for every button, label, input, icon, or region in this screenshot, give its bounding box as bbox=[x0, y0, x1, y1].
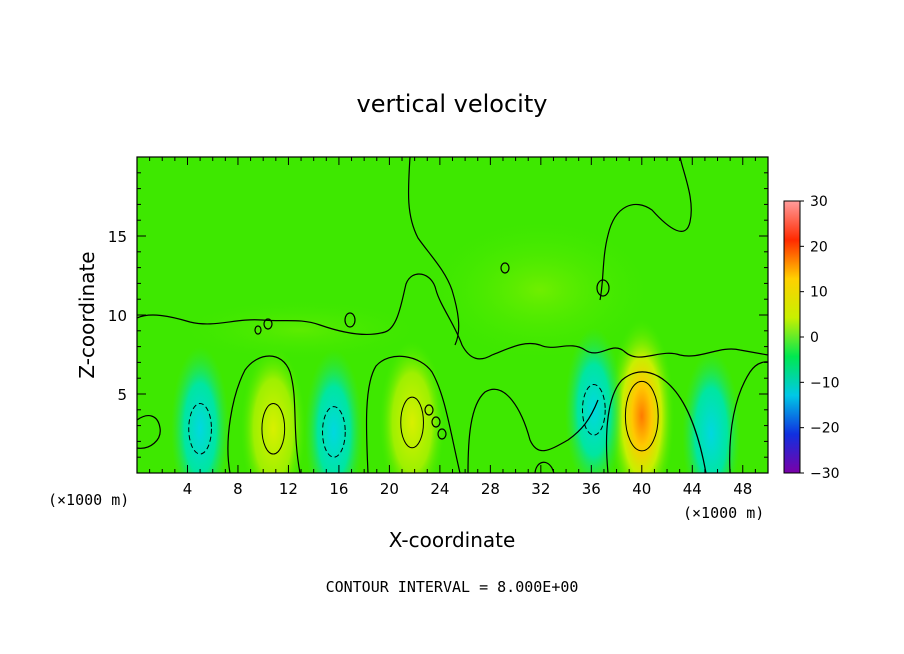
zero-contour bbox=[137, 273, 768, 360]
zero-contour-loop bbox=[431, 416, 441, 428]
colorbar-tick-label: −30 bbox=[810, 466, 840, 482]
chart-title: vertical velocity bbox=[357, 90, 548, 118]
downdraft-core bbox=[304, 349, 363, 473]
zero-contour-loop bbox=[263, 318, 273, 330]
y-tick-label: 15 bbox=[108, 228, 127, 246]
positive-contour bbox=[400, 396, 424, 449]
zero-contour-loop bbox=[500, 262, 510, 274]
zero-contour bbox=[467, 388, 599, 473]
zero-contour bbox=[227, 355, 301, 473]
y-tick-label: 5 bbox=[117, 386, 127, 404]
downdraft-core bbox=[171, 346, 230, 473]
x-tick-label: 16 bbox=[329, 480, 348, 498]
zero-contour bbox=[605, 371, 707, 473]
upper-field-band bbox=[180, 300, 420, 360]
negative-contour bbox=[322, 406, 346, 458]
negative-contour bbox=[188, 402, 212, 455]
x-tick-label: 8 bbox=[233, 480, 243, 498]
x-tick-label: 36 bbox=[582, 480, 601, 498]
x-unit-label-left: (×1000 m) bbox=[48, 491, 129, 509]
updraft-core bbox=[379, 340, 445, 473]
color-field bbox=[171, 220, 741, 473]
colorbar: 30 20 10 0 −10 −20 −30 bbox=[783, 194, 840, 482]
contour-lines bbox=[137, 157, 768, 473]
x-unit-label-right: (×1000 m) bbox=[683, 504, 764, 522]
zero-contour bbox=[599, 157, 692, 301]
zero-contour-loop bbox=[437, 428, 447, 440]
x-axis: 4 8 12 16 20 24 28 32 36 40 44 48 bbox=[149, 157, 756, 498]
x-tick-label: 32 bbox=[531, 480, 550, 498]
zero-contour-loop bbox=[596, 279, 610, 297]
updraft-core bbox=[608, 318, 675, 473]
y-axis-label: Z-coordinate bbox=[75, 251, 99, 378]
x-tick-label: 12 bbox=[279, 480, 298, 498]
x-tick-label: 20 bbox=[380, 480, 399, 498]
y-tick-label: 10 bbox=[108, 307, 127, 325]
positive-contour bbox=[624, 380, 659, 452]
colorbar-tick-label: 10 bbox=[810, 285, 828, 301]
negative-contour bbox=[581, 384, 606, 436]
zero-contour-loop bbox=[344, 312, 356, 328]
x-axis-label: X-coordinate bbox=[389, 528, 516, 552]
colorbar-tick-label: −20 bbox=[810, 421, 840, 437]
x-tick-label: 4 bbox=[183, 480, 193, 498]
contour-interval-note: CONTOUR INTERVAL = 8.000E+00 bbox=[326, 578, 579, 596]
colorbar-fill bbox=[784, 201, 800, 473]
y-axis: 5 10 15 bbox=[108, 172, 768, 458]
colorbar-tick-label: −10 bbox=[810, 375, 840, 391]
positive-contour bbox=[261, 402, 286, 455]
colorbar-tick-label: 20 bbox=[810, 239, 828, 255]
downdraft-core bbox=[682, 351, 741, 473]
x-tick-label: 44 bbox=[683, 480, 702, 498]
x-tick-label: 48 bbox=[733, 480, 752, 498]
upper-field-band bbox=[430, 220, 650, 360]
zero-contour bbox=[534, 461, 555, 473]
zero-contour bbox=[365, 355, 461, 473]
downdraft-core bbox=[564, 327, 623, 473]
x-tick-label: 40 bbox=[632, 480, 651, 498]
updraft-core bbox=[240, 346, 307, 473]
zero-contour-loop bbox=[424, 404, 434, 416]
zero-contour bbox=[137, 414, 161, 449]
x-tick-label: 28 bbox=[481, 480, 500, 498]
zero-contour bbox=[407, 157, 460, 346]
colorbar-tick-label: 0 bbox=[810, 330, 819, 346]
plot-area bbox=[137, 157, 768, 473]
zero-contour-loop bbox=[254, 325, 262, 335]
colorbar-tick-label: 30 bbox=[810, 194, 828, 210]
x-tick-label: 24 bbox=[430, 480, 449, 498]
